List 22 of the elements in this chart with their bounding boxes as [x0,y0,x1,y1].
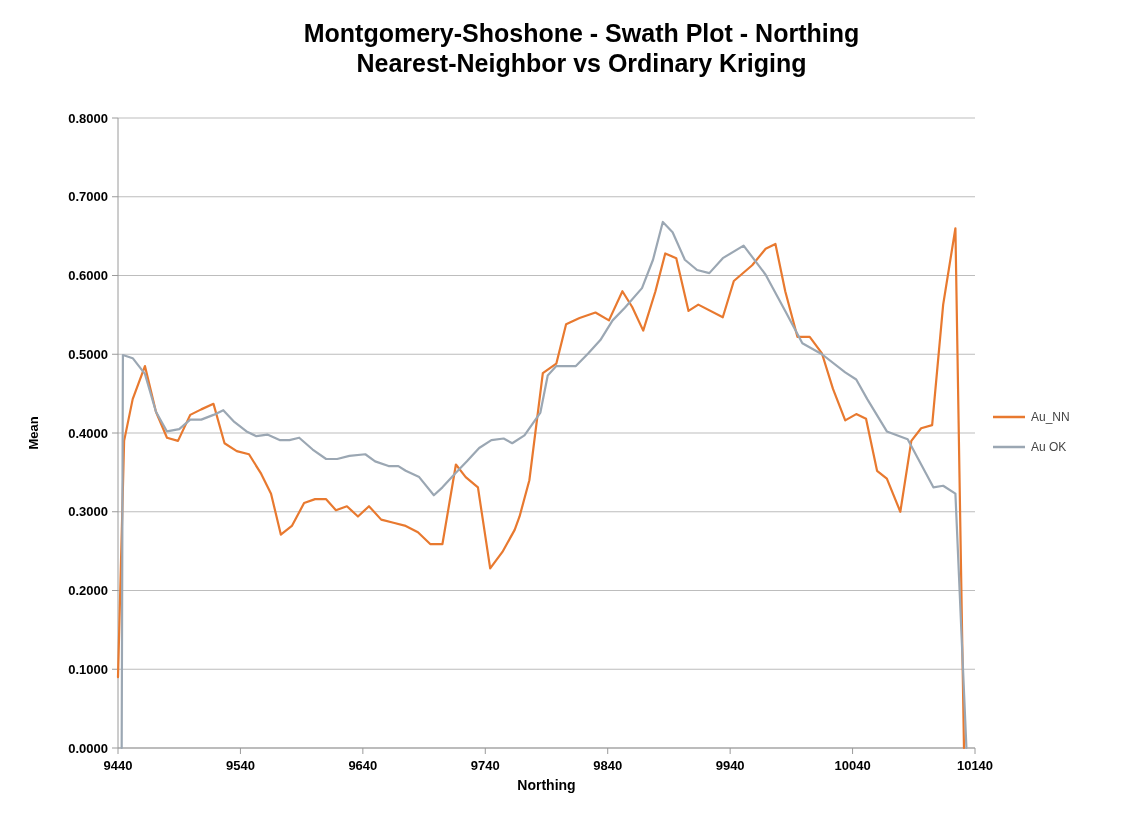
y-tick-label: 0.1000 [68,661,108,677]
y-tick-label: 0.2000 [68,583,108,599]
x-axis-title: Northing [517,777,576,793]
y-tick-label: 0.6000 [68,268,108,284]
x-tick-label: 9940 [715,758,745,773]
chart-title: Montgomery-Shoshone - Swath Plot - Northing Nearest-Neighbor vs Ordinary Kriging [303,19,860,77]
y-tick-label: 0.4000 [68,425,108,441]
y-tick-label: 0.0000 [68,740,108,756]
x-tick-label: 10140 [956,758,994,773]
y-tick-label: 0.7000 [68,189,108,205]
legend-label: Au_NN [1031,410,1070,425]
x-tick-label: 10040 [834,758,871,773]
y-tick-label: 0.5000 [68,346,108,362]
y-tick-label: 0.3000 [68,504,108,520]
y-axis-title: Mean [26,416,41,450]
x-tick-label: 9640 [348,758,378,773]
x-tick-label: 9540 [225,758,255,773]
x-tick-label: 9440 [103,758,133,773]
x-tick-label: 9740 [470,758,500,773]
y-tick-label: 0.8000 [68,110,108,126]
x-tick-label: 9840 [593,758,623,773]
legend-label: Au OK [1031,440,1067,455]
